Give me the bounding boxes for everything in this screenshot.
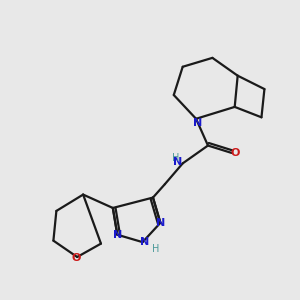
Text: O: O: [230, 148, 239, 158]
Text: O: O: [71, 254, 80, 263]
Text: N: N: [140, 236, 150, 247]
Text: N: N: [173, 157, 182, 167]
Text: H: H: [172, 153, 179, 163]
Text: H: H: [152, 244, 160, 254]
Text: N: N: [193, 118, 202, 128]
Text: N: N: [156, 218, 165, 228]
Text: N: N: [113, 230, 122, 240]
